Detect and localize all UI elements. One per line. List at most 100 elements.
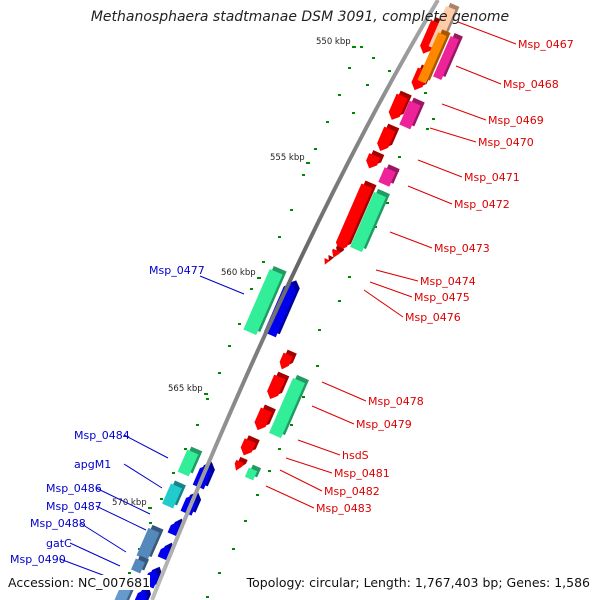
feature-green-3-face (243, 268, 283, 336)
tick-dot (268, 470, 271, 472)
tick-dot (206, 398, 209, 400)
reverse-cds-7-face (134, 589, 147, 600)
gene-label-msp_0476: Msp_0476 (405, 311, 461, 324)
feature-steel-2-face (131, 558, 145, 574)
leader-line (79, 522, 127, 553)
leader-line (69, 542, 121, 567)
gene-label-msp_0475: Msp_0475 (414, 291, 470, 304)
leader-line (363, 289, 404, 318)
gene-label-msp_0472: Msp_0472 (454, 198, 510, 211)
leader-line (407, 185, 453, 205)
leader-line (375, 269, 419, 282)
tick-dot (250, 288, 253, 290)
reverse-cds-4-face (167, 521, 180, 537)
feature-peach-face (428, 5, 456, 51)
leader-line (95, 505, 147, 531)
gene-label-msp_0473: Msp_0473 (434, 242, 490, 255)
accession-text: Accession: NC_007681 (8, 575, 151, 590)
gene-label-msp_0490: Msp_0490 (10, 553, 66, 566)
forward-cds-12 (240, 435, 260, 456)
leader-line (441, 103, 487, 121)
leader-line (285, 457, 333, 474)
tick-dot (184, 448, 187, 450)
gene-label-msp_0470: Msp_0470 (478, 136, 534, 149)
tick-dot (228, 345, 231, 347)
tick-dot (302, 396, 305, 398)
gene-label-msp_0471: Msp_0471 (464, 171, 520, 184)
gene-label-msp_0477: Msp_0477 (149, 264, 205, 277)
forward-cds-4-face (377, 126, 396, 152)
forward-cds-12-face (240, 438, 256, 456)
forward-cds-14-face (244, 467, 258, 481)
tick-dot (278, 448, 281, 450)
feature-green-1 (350, 188, 390, 253)
forward-cds-5-face (366, 153, 381, 169)
gene-label-msp_0467: Msp_0467 (518, 38, 574, 51)
tick-dot (238, 323, 241, 325)
tick-label: 570 kbp (112, 498, 147, 508)
tick-dot (256, 494, 259, 496)
forward-cds-8-side (328, 255, 334, 262)
feature-cyan-face (162, 483, 182, 509)
tick-dot (290, 209, 293, 211)
tick-dash (352, 46, 356, 48)
tick-dot (372, 57, 375, 59)
forward-cds-7 (332, 245, 345, 258)
tick-dot (386, 202, 389, 204)
tick-dot (360, 46, 363, 48)
tick-label: 555 kbp (270, 153, 305, 163)
tick-dot (206, 596, 209, 598)
forward-cds-8-face (324, 258, 330, 265)
forward-cds-9-face (279, 352, 293, 370)
gene-label-msp_0483: Msp_0483 (316, 502, 372, 515)
leader-line (123, 434, 169, 459)
forward-cds-11 (254, 404, 276, 431)
leader-line (199, 275, 245, 295)
topology-text: Topology: circular; Length: 1,767,403 bp… (246, 575, 590, 590)
reverse-cds-5-face (157, 545, 170, 561)
gene-label-msp_0481: Msp_0481 (334, 467, 390, 480)
tick-dot (149, 522, 152, 524)
feature-magenta-3 (378, 164, 400, 187)
gene-label-msp_0486: Msp_0486 (46, 482, 102, 495)
feature-cyan (162, 480, 186, 509)
gene-features (114, 2, 463, 600)
gene-labels: Msp_0467 Msp_0468 Msp_0469 Msp_0470 Msp_0471… (10, 38, 574, 566)
feature-green-2 (269, 374, 309, 439)
gene-label-msp_0469: Msp_0469 (488, 114, 544, 127)
leader-line (297, 439, 341, 456)
tick-dot (366, 84, 369, 86)
tick-label: 550 kbp (316, 37, 351, 47)
forward-cds-14 (244, 464, 262, 481)
tick-dot (348, 276, 351, 278)
tick-label: 560 kbp (221, 268, 256, 278)
gene-label-msp_0482: Msp_0482 (324, 485, 380, 498)
gene-label-msp_0468: Msp_0468 (503, 78, 559, 91)
tick-dot (316, 365, 319, 367)
leader-line (369, 281, 413, 298)
leader-line (321, 381, 367, 402)
tick-dot (338, 94, 341, 96)
feature-magenta-2 (399, 97, 425, 130)
tick-dash (148, 507, 152, 509)
forward-cds-13 (234, 456, 248, 471)
tick-dot (348, 67, 351, 69)
genome-backbone (150, 0, 440, 600)
feature-magenta (433, 33, 463, 80)
gene-label-msp_0479: Msp_0479 (356, 418, 412, 431)
leader-line (311, 405, 355, 425)
forward-cds-6 (335, 180, 377, 251)
feature-green-2-face (269, 377, 305, 439)
tick-dot (388, 70, 391, 72)
gene-label-apgm1: apgM1 (74, 458, 111, 471)
tick-dot (314, 148, 317, 150)
feature-steel (136, 524, 164, 561)
tick-dot (278, 236, 281, 238)
forward-cds-3-face (388, 93, 408, 120)
forward-cds-3 (388, 90, 412, 120)
feature-orange (417, 29, 451, 84)
tick-dot (128, 572, 131, 574)
gene-label-msp_0474: Msp_0474 (420, 275, 476, 288)
forward-cds-6-face (335, 183, 373, 251)
